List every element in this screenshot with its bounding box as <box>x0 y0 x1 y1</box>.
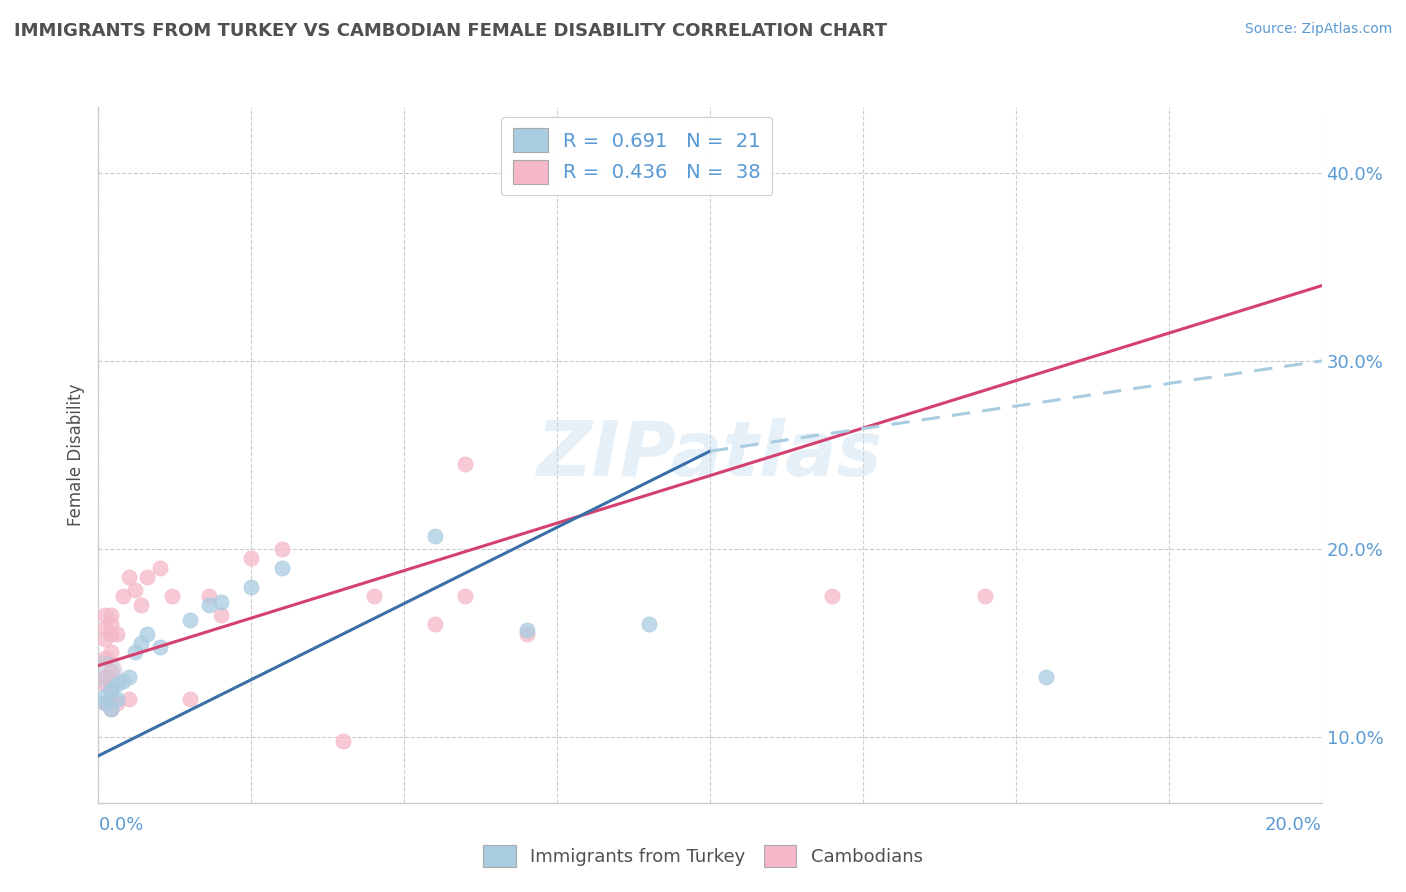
Point <box>93 621 115 635</box>
Point <box>100 702 122 716</box>
Point <box>197 589 219 603</box>
Point <box>124 645 146 659</box>
Point <box>209 594 232 608</box>
Point <box>149 560 172 574</box>
Point <box>100 683 122 698</box>
Point <box>363 589 385 603</box>
Text: 20.0%: 20.0% <box>1265 816 1322 834</box>
Point <box>118 692 141 706</box>
Point <box>974 589 997 603</box>
Point <box>197 599 219 613</box>
Point <box>454 589 477 603</box>
Point <box>129 599 152 613</box>
Point <box>160 589 183 603</box>
Point <box>637 617 661 632</box>
Point <box>100 645 122 659</box>
Y-axis label: Female Disability: Female Disability <box>66 384 84 526</box>
Legend: R =  0.691   N =  21, R =  0.436   N =  38: R = 0.691 N = 21, R = 0.436 N = 38 <box>501 117 772 195</box>
Point <box>100 617 122 632</box>
Text: Source: ZipAtlas.com: Source: ZipAtlas.com <box>1244 22 1392 37</box>
Point <box>93 677 115 691</box>
Point <box>516 623 538 637</box>
Point <box>93 696 115 710</box>
Point <box>93 664 115 678</box>
Point <box>124 583 146 598</box>
Text: 0.0%: 0.0% <box>98 816 143 834</box>
Point <box>332 733 354 747</box>
Point <box>240 551 263 566</box>
Point <box>423 617 446 632</box>
Point <box>821 589 844 603</box>
Point <box>100 702 122 716</box>
Point <box>100 664 122 678</box>
Point <box>105 696 128 710</box>
Point <box>118 670 141 684</box>
Point <box>105 626 128 640</box>
Point <box>516 626 538 640</box>
Point <box>423 529 446 543</box>
Point <box>93 651 115 665</box>
Point <box>270 541 292 556</box>
Point <box>93 689 115 703</box>
Point <box>209 607 232 622</box>
Point <box>93 670 115 684</box>
Point <box>111 589 134 603</box>
Point <box>129 636 152 650</box>
Point <box>270 560 292 574</box>
Legend: Immigrants from Turkey, Cambodians: Immigrants from Turkey, Cambodians <box>477 838 929 874</box>
Point <box>93 664 115 678</box>
Point <box>105 677 128 691</box>
Point <box>179 692 201 706</box>
Point <box>100 626 122 640</box>
Point <box>105 692 128 706</box>
Point <box>93 607 115 622</box>
Point <box>136 626 159 640</box>
Point <box>111 673 134 688</box>
Point <box>149 640 172 654</box>
Point <box>179 614 201 628</box>
Text: ZIPatlas: ZIPatlas <box>537 418 883 491</box>
Point <box>100 692 122 706</box>
Point <box>1035 670 1057 684</box>
Text: IMMIGRANTS FROM TURKEY VS CAMBODIAN FEMALE DISABILITY CORRELATION CHART: IMMIGRANTS FROM TURKEY VS CAMBODIAN FEMA… <box>14 22 887 40</box>
Point <box>93 696 115 710</box>
Point <box>100 683 122 698</box>
Point <box>454 458 477 472</box>
Point <box>93 632 115 647</box>
Point <box>240 580 263 594</box>
Point <box>118 570 141 584</box>
Point <box>136 570 159 584</box>
Point <box>100 607 122 622</box>
